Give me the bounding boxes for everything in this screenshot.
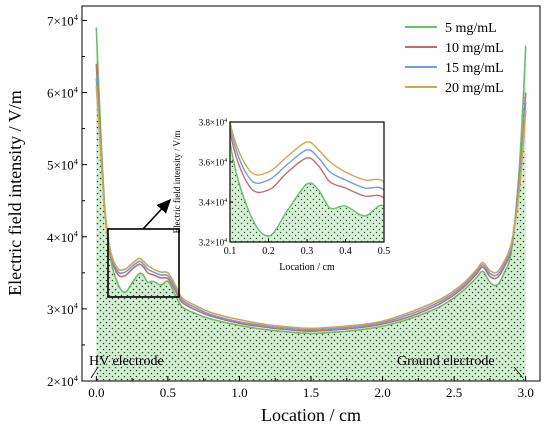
legend: 5 mg/mL 10 mg/mL 15 mg/mL 20 mg/mL: [405, 21, 504, 96]
inset-y-axis-label: Electric field intensity / V/m: [172, 131, 182, 234]
inset-x-ticks: 0.1 0.2 0.3 0.4 0.5: [224, 239, 391, 257]
annotation-ground-electrode: Ground electrode: [397, 354, 495, 369]
inset-series-line: [230, 122, 384, 184]
inset-x-tick-label: 0.4: [339, 246, 352, 257]
inset-area-fill-5mg: [230, 142, 384, 242]
tick-label: 7×104: [47, 12, 79, 28]
inset-x-axis-label: Location / cm: [279, 262, 335, 273]
tick-label: 2×104: [47, 373, 79, 389]
inset-series-lines: [230, 122, 384, 237]
tick-label: 5×104: [47, 156, 79, 172]
x-axis-ticks: 0.0 0.5 1.0 1.5 2.0 2.5 3.0: [88, 376, 534, 400]
tick-label: 3.6×104: [199, 158, 227, 168]
inset-x-tick-label: 0.5: [378, 246, 391, 257]
legend-label: 10 mg/mL: [445, 41, 504, 56]
tick-label: 3.4×104: [199, 198, 227, 208]
x-tick-label: 0.5: [160, 385, 176, 400]
zoom-arrow: [142, 198, 172, 230]
x-tick-label: 1.5: [303, 385, 319, 400]
inset-y-ticks: 3.2×104 3.4×104 3.6×104 3.8×104: [199, 118, 233, 248]
x-tick-label: 3.0: [518, 385, 534, 400]
series-line: [95, 27, 527, 335]
tick-label: 3×104: [47, 301, 79, 317]
x-tick-label: 2.5: [446, 385, 462, 400]
annotation-hv-electrode: HV electrode: [89, 354, 164, 369]
inset-x-tick-label: 0.2: [262, 246, 275, 257]
tick-label: 4×104: [47, 229, 79, 245]
inset-chart: 0.1 0.2 0.3 0.4 0.5 3.2×104 3.4×104 3.6×104 3.8…: [172, 118, 391, 274]
area-fill-5mg: [96, 27, 526, 381]
main-plot: [95, 27, 527, 381]
x-tick-label: 0.0: [88, 385, 104, 400]
tick-label: 6×104: [47, 84, 79, 100]
legend-label: 15 mg/mL: [445, 61, 504, 76]
series-line: [95, 85, 527, 330]
series-line: [95, 63, 527, 333]
x-tick-label: 2.0: [374, 385, 390, 400]
x-tick-label: 1.0: [231, 385, 247, 400]
legend-label: 5 mg/mL: [445, 21, 497, 36]
tick-label: 3.2×104: [199, 238, 227, 248]
series-line: [95, 78, 527, 331]
x-axis-label: Location / cm: [261, 405, 361, 425]
annotation-leader-right: [513, 366, 524, 379]
y-axis-label: Electric field intensity / V/m: [5, 90, 25, 296]
y-axis-ticks: 2×104 3×104 4×104 5×104 6×104 7×104: [47, 12, 87, 389]
legend-label: 20 mg/mL: [445, 81, 504, 96]
inset-x-tick-label: 0.1: [224, 246, 237, 257]
inset-x-tick-label: 0.3: [301, 246, 314, 257]
series-lines: [95, 27, 527, 335]
inset-series-line: [230, 122, 384, 192]
tick-label: 3.8×104: [199, 118, 227, 128]
inset-series-line: [230, 128, 384, 200]
inset-series-line: [230, 137, 384, 237]
annotation-leader-left: [90, 366, 99, 379]
